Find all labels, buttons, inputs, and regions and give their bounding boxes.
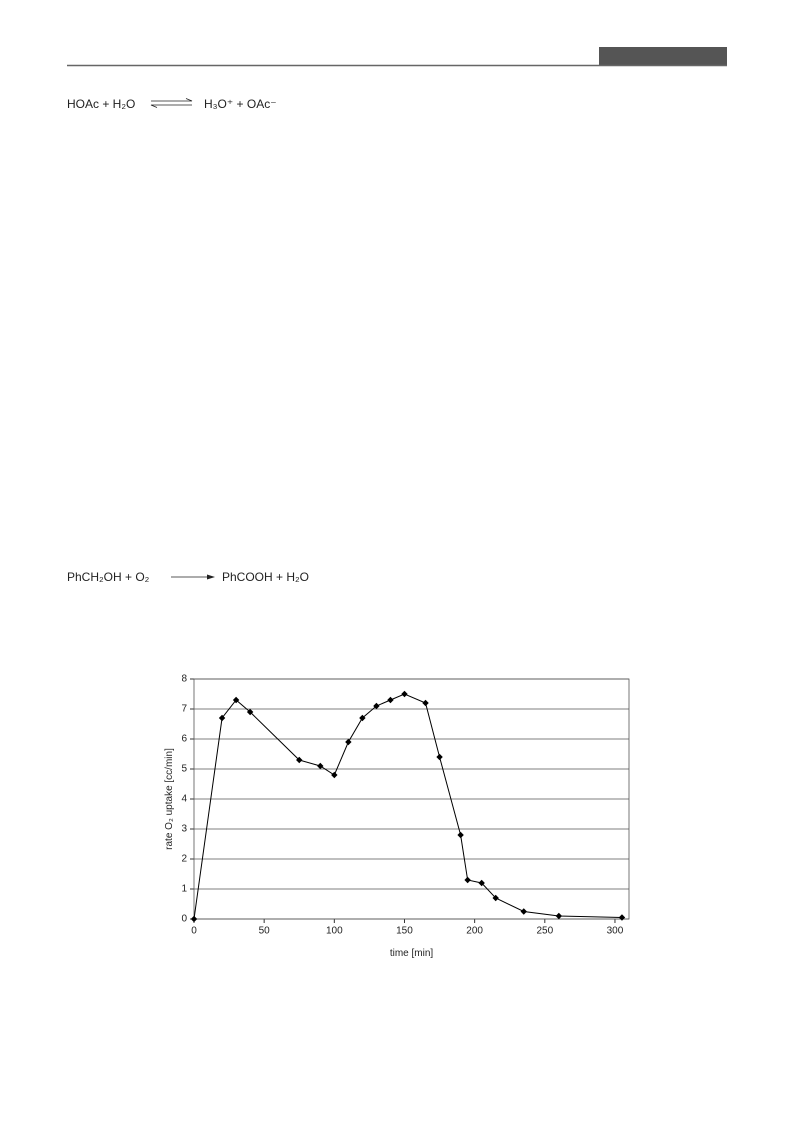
x-tick-label: 200 bbox=[466, 926, 483, 937]
data-point bbox=[246, 708, 254, 716]
equilibrium-arrows bbox=[150, 98, 193, 108]
header-box bbox=[599, 47, 727, 65]
data-point bbox=[345, 738, 352, 746]
data-point bbox=[359, 714, 366, 722]
data-point bbox=[436, 753, 443, 761]
x-tick-label: 0 bbox=[191, 926, 197, 937]
x-axis-label: time [min] bbox=[390, 948, 434, 959]
data-point bbox=[317, 762, 324, 770]
data-point bbox=[555, 912, 563, 920]
equation-left: PhCH₂OH + O₂ bbox=[67, 570, 150, 584]
y-tick-label: 6 bbox=[181, 734, 187, 745]
data-point bbox=[422, 699, 429, 707]
y-tick-label: 4 bbox=[181, 794, 187, 805]
x-tick-label: 100 bbox=[326, 926, 343, 937]
y-tick-label: 7 bbox=[181, 704, 187, 715]
y-tick-label: 8 bbox=[181, 674, 187, 685]
x-tick-label: 300 bbox=[607, 926, 624, 937]
y-tick-label: 3 bbox=[181, 824, 187, 835]
equation-right: PhCOOH + H₂O bbox=[222, 570, 309, 584]
data-point bbox=[520, 908, 527, 915]
equation-left: HOAc + H₂O bbox=[67, 97, 135, 111]
data-point bbox=[232, 696, 240, 704]
x-tick-label: 50 bbox=[259, 926, 271, 937]
y-tick-label: 1 bbox=[181, 884, 187, 895]
equation-right: H₃O⁺ + OAc⁻ bbox=[204, 97, 277, 111]
x-tick-label: 150 bbox=[396, 926, 413, 937]
y-tick-label: 5 bbox=[181, 764, 187, 775]
data-line bbox=[193, 693, 622, 920]
data-point bbox=[218, 714, 226, 722]
data-point bbox=[387, 696, 394, 704]
data-point bbox=[492, 894, 499, 902]
y-tick-label: 2 bbox=[181, 854, 187, 865]
reaction-arrow bbox=[171, 574, 215, 580]
y-axis-label: rate O₂ uptake [cc/min] bbox=[164, 748, 175, 850]
data-point bbox=[464, 876, 471, 884]
data-point bbox=[618, 914, 626, 921]
data-point bbox=[190, 915, 198, 923]
data-point bbox=[373, 702, 380, 710]
data-point bbox=[331, 771, 338, 779]
data-point bbox=[401, 690, 408, 698]
data-point bbox=[457, 831, 464, 839]
data-point bbox=[296, 756, 303, 764]
data-point bbox=[478, 879, 485, 887]
x-tick-label: 250 bbox=[536, 926, 553, 937]
chart: 0 1 2 3 4 5 6 7 8 0 50 100 150 200 250 300 time [min] rat… bbox=[164, 674, 630, 959]
plot-frame bbox=[193, 678, 630, 920]
y-tick-label: 0 bbox=[181, 914, 187, 925]
